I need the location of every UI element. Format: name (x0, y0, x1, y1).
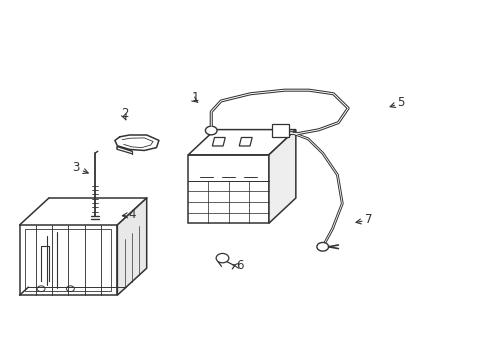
Text: 2: 2 (121, 107, 128, 120)
Text: 4: 4 (128, 208, 136, 221)
Text: 1: 1 (191, 91, 199, 104)
Polygon shape (212, 138, 225, 146)
Polygon shape (239, 138, 252, 146)
Polygon shape (188, 155, 268, 223)
Circle shape (205, 126, 217, 135)
Text: 7: 7 (365, 213, 372, 226)
Circle shape (316, 243, 328, 251)
Text: 3: 3 (72, 161, 80, 174)
Polygon shape (20, 225, 117, 295)
Text: 5: 5 (396, 96, 404, 109)
Polygon shape (268, 130, 295, 223)
Text: 6: 6 (235, 259, 243, 272)
Polygon shape (188, 130, 295, 155)
Polygon shape (272, 124, 288, 137)
Polygon shape (117, 198, 146, 295)
